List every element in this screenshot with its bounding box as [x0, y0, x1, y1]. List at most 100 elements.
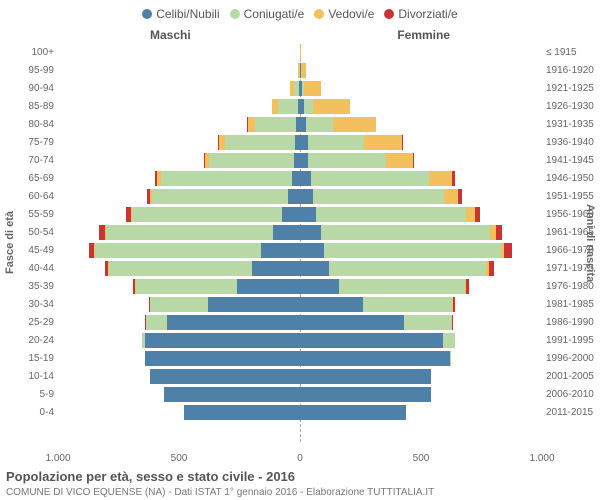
birth-label: 1916-1920	[546, 62, 600, 80]
segment-single	[300, 225, 321, 240]
legend-label-single: Celibi/Nubili	[156, 7, 219, 21]
birth-label: 1981-1985	[546, 296, 600, 314]
birth-label: 1961-1965	[546, 224, 600, 242]
segment-widowed	[290, 81, 294, 96]
segment-single	[252, 261, 300, 276]
female-side	[300, 279, 469, 294]
segment-single	[288, 189, 300, 204]
pyramid-row	[58, 98, 542, 115]
female-side	[300, 99, 350, 114]
segment-widowed	[304, 81, 321, 96]
segment-married	[106, 225, 273, 240]
segment-divorced	[155, 171, 157, 186]
segment-married	[150, 297, 208, 312]
segment-married	[142, 333, 146, 348]
legend-swatch-divorced	[384, 9, 394, 19]
segment-divorced	[489, 261, 494, 276]
segment-married	[443, 333, 455, 348]
birth-label: 1946-1950	[546, 170, 600, 188]
segment-widowed	[248, 117, 255, 132]
birth-label: 1921-1925	[546, 80, 600, 98]
age-label: 95-99	[0, 62, 54, 80]
birth-label: 1941-1945	[546, 152, 600, 170]
segment-married	[161, 171, 292, 186]
male-side	[290, 81, 300, 96]
segment-single	[300, 153, 308, 168]
segment-married	[308, 153, 385, 168]
segment-single	[300, 369, 431, 384]
segment-married	[135, 279, 237, 294]
segment-widowed	[466, 207, 476, 222]
male-side	[99, 225, 300, 240]
segment-divorced	[218, 135, 219, 150]
legend-swatch-married	[230, 9, 240, 19]
segment-married	[324, 243, 501, 258]
segment-married	[363, 297, 453, 312]
male-side	[272, 99, 300, 114]
birth-label: 1991-1995	[546, 332, 600, 350]
female-side	[300, 351, 451, 366]
age-label: 45-49	[0, 242, 54, 260]
segment-married	[306, 117, 333, 132]
segment-divorced	[89, 243, 94, 258]
pyramid-row	[58, 242, 542, 259]
male-side	[142, 333, 301, 348]
segment-married	[109, 261, 252, 276]
pyramid-row	[58, 62, 542, 79]
segment-widowed	[364, 135, 402, 150]
segment-widowed	[105, 225, 106, 240]
birth-label: 2001-2005	[546, 368, 600, 386]
birth-label: ≤ 1915	[546, 44, 600, 62]
female-side	[300, 207, 480, 222]
segment-divorced	[475, 207, 479, 222]
segment-divorced	[452, 315, 453, 330]
segment-divorced	[452, 171, 455, 186]
female-side	[300, 189, 462, 204]
segment-married	[316, 207, 466, 222]
segment-married	[294, 81, 299, 96]
segment-divorced	[105, 261, 109, 276]
segment-single	[282, 207, 300, 222]
male-side	[145, 351, 300, 366]
segment-single	[145, 351, 300, 366]
segment-married	[308, 135, 364, 150]
birth-label: 1951-1955	[546, 188, 600, 206]
segment-divorced	[496, 225, 502, 240]
pyramid-row	[58, 188, 542, 205]
segment-single	[292, 171, 300, 186]
segment-single	[150, 369, 300, 384]
segment-divorced	[413, 153, 415, 168]
segment-widowed	[301, 63, 306, 78]
birth-label: 1971-1975	[546, 260, 600, 278]
female-side	[300, 45, 301, 60]
pyramid-row	[58, 224, 542, 241]
pyramid-row	[58, 116, 542, 133]
segment-divorced	[453, 297, 455, 312]
male-side	[247, 117, 300, 132]
legend-label-married: Coniugati/e	[244, 7, 305, 21]
legend-label-widowed: Vedovi/e	[328, 7, 374, 21]
segment-single	[273, 225, 300, 240]
segment-married	[225, 135, 295, 150]
segment-divorced	[126, 207, 131, 222]
birth-label: 1956-1960	[546, 206, 600, 224]
segment-widowed	[386, 153, 413, 168]
segment-single	[300, 171, 311, 186]
segment-single	[145, 333, 300, 348]
segment-widowed	[272, 99, 278, 114]
segment-widowed	[157, 171, 161, 186]
male-side	[150, 369, 300, 384]
female-side	[300, 387, 431, 402]
chart-title: Popolazione per età, sesso e stato civil…	[6, 469, 295, 484]
age-label: 30-34	[0, 296, 54, 314]
birth-label: 2011-2015	[546, 404, 600, 422]
male-side	[149, 297, 300, 312]
segment-single	[164, 387, 300, 402]
x-tick: 500	[171, 453, 188, 464]
pyramid-row	[58, 368, 542, 385]
column-right-label: Femmine	[397, 28, 450, 42]
segment-single	[300, 405, 406, 420]
pyramid-row	[58, 170, 542, 187]
age-label: 60-64	[0, 188, 54, 206]
segment-married	[255, 117, 296, 132]
